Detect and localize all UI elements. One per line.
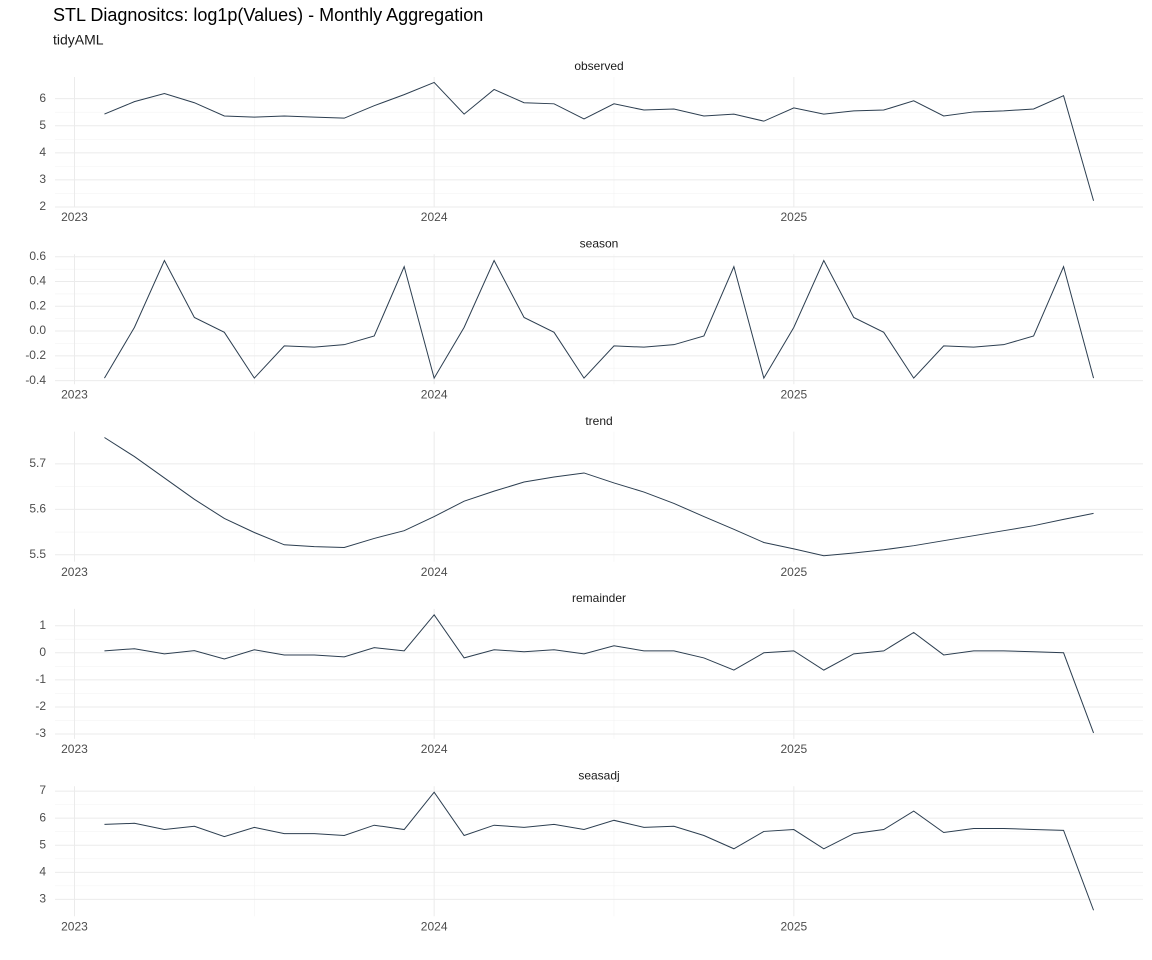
y-tick-label: -1 (35, 672, 46, 686)
x-tick-label: 2025 (780, 919, 807, 933)
y-tick-label: 5 (39, 118, 46, 132)
y-tick-label: 0.4 (29, 274, 46, 288)
facet-label: observed (574, 59, 623, 73)
data-line (104, 791, 1095, 911)
x-tick-label: 2023 (61, 210, 88, 224)
chart-title: STL Diagnositcs: log1p(Values) - Monthly… (53, 5, 483, 25)
x-tick-label: 2023 (61, 742, 88, 756)
y-tick-label: -3 (35, 726, 46, 740)
y-tick-label: 7 (39, 783, 46, 797)
x-tick-label: 2025 (780, 210, 807, 224)
chart-subtitle: tidyAML (53, 32, 104, 48)
facet-label: season (580, 236, 619, 250)
y-tick-label: 4 (39, 145, 46, 159)
x-tick-label: 2023 (61, 387, 88, 401)
x-tick-label: 2024 (421, 919, 448, 933)
x-tick-label: 2025 (780, 387, 807, 401)
y-tick-label: 0.6 (29, 249, 46, 263)
data-line (104, 614, 1095, 734)
x-tick-label: 2024 (421, 742, 448, 756)
y-tick-label: 0.0 (29, 323, 46, 337)
y-tick-label: 5 (39, 837, 46, 851)
y-tick-label: 6 (39, 810, 46, 824)
x-tick-label: 2024 (421, 387, 448, 401)
y-tick-label: -2 (35, 699, 46, 713)
y-tick-label: -0.4 (25, 373, 46, 387)
y-tick-label: 0 (39, 645, 46, 659)
facet-label: remainder (572, 591, 626, 605)
y-tick-label: -0.2 (25, 348, 46, 362)
y-tick-label: 5.5 (29, 547, 46, 561)
x-tick-label: 2023 (61, 565, 88, 579)
data-line (104, 437, 1094, 557)
y-tick-label: 4 (39, 864, 46, 878)
y-tick-label: 3 (39, 172, 46, 186)
data-line (104, 81, 1095, 201)
x-tick-label: 2025 (780, 565, 807, 579)
x-tick-label: 2023 (61, 919, 88, 933)
facet-label: trend (585, 414, 612, 428)
y-tick-label: 6 (39, 91, 46, 105)
y-tick-label: 5.7 (29, 456, 46, 470)
y-tick-label: 2 (39, 199, 46, 213)
x-tick-label: 2025 (780, 742, 807, 756)
y-tick-label: 5.6 (29, 501, 46, 515)
facet-label: seasadj (578, 768, 619, 782)
y-tick-label: 1 (39, 618, 46, 632)
y-tick-label: 0.2 (29, 298, 46, 312)
y-tick-label: 3 (39, 892, 46, 906)
x-tick-label: 2024 (421, 565, 448, 579)
data-line (104, 259, 1095, 380)
x-tick-label: 2024 (421, 210, 448, 224)
